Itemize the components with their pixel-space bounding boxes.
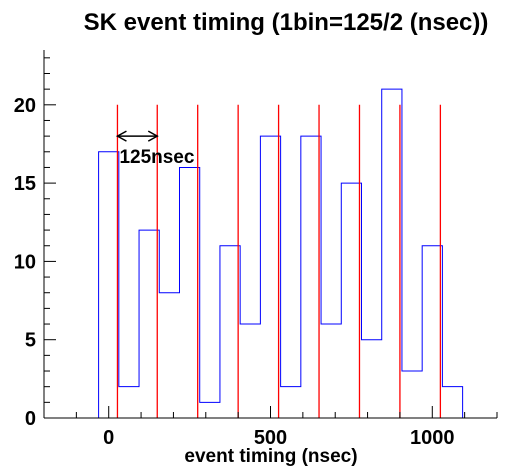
y-tick-label: 5 (25, 330, 36, 352)
y-tick-label: 20 (14, 95, 36, 117)
y-tick-label: 15 (14, 173, 36, 195)
annotation-arrowhead-left (115, 130, 127, 142)
y-tick-label: 10 (14, 251, 36, 273)
x-tick-label: 500 (254, 427, 287, 449)
y-tick-label: 0 (25, 408, 36, 430)
chart-title: SK event timing (1bin=125/2 (nsec)) (84, 9, 489, 36)
plot-area: 0 5 10 15 20 0 500 1000 125nsec (14, 50, 498, 449)
x-tick-label: 0 (103, 427, 114, 449)
x-axis-label: event timing (nsec) (184, 446, 357, 467)
x-tick-label: 1000 (410, 427, 455, 449)
annotation-arrowhead-right (147, 130, 159, 142)
annotation-label: 125nsec (119, 147, 194, 168)
histogram-line (98, 88, 464, 418)
reference-lines (116, 104, 442, 418)
axes: 0 5 10 15 20 0 500 1000 (14, 50, 498, 449)
annotation: 125nsec (115, 130, 195, 168)
